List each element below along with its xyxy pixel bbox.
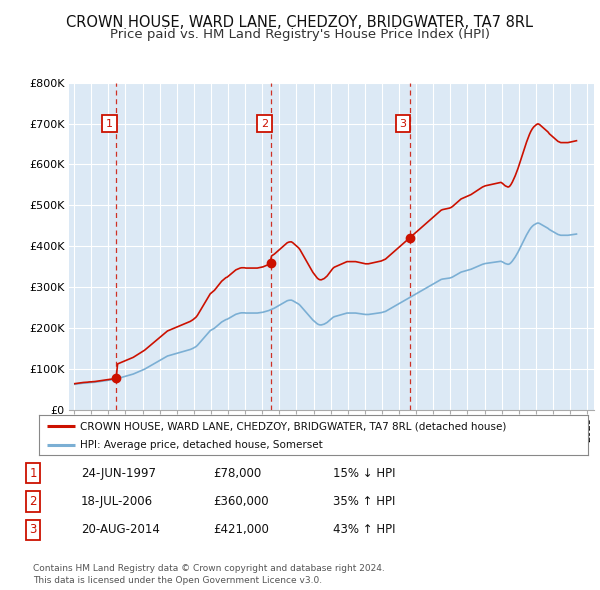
- Text: 15% ↓ HPI: 15% ↓ HPI: [333, 467, 395, 480]
- Text: 3: 3: [29, 523, 37, 536]
- Text: 43% ↑ HPI: 43% ↑ HPI: [333, 523, 395, 536]
- Text: £78,000: £78,000: [213, 467, 261, 480]
- Text: 24-JUN-1997: 24-JUN-1997: [81, 467, 156, 480]
- Text: 1: 1: [106, 119, 113, 129]
- Text: CROWN HOUSE, WARD LANE, CHEDZOY, BRIDGWATER, TA7 8RL: CROWN HOUSE, WARD LANE, CHEDZOY, BRIDGWA…: [67, 15, 533, 30]
- Text: £421,000: £421,000: [213, 523, 269, 536]
- Text: 2: 2: [261, 119, 268, 129]
- Text: 35% ↑ HPI: 35% ↑ HPI: [333, 495, 395, 508]
- Text: 3: 3: [400, 119, 406, 129]
- Text: 18-JUL-2006: 18-JUL-2006: [81, 495, 153, 508]
- Text: £360,000: £360,000: [213, 495, 269, 508]
- Text: 2: 2: [29, 495, 37, 508]
- Text: 1: 1: [29, 467, 37, 480]
- Text: Price paid vs. HM Land Registry's House Price Index (HPI): Price paid vs. HM Land Registry's House …: [110, 28, 490, 41]
- Text: HPI: Average price, detached house, Somerset: HPI: Average price, detached house, Some…: [80, 440, 323, 450]
- Text: Contains HM Land Registry data © Crown copyright and database right 2024.
This d: Contains HM Land Registry data © Crown c…: [33, 564, 385, 585]
- Text: CROWN HOUSE, WARD LANE, CHEDZOY, BRIDGWATER, TA7 8RL (detached house): CROWN HOUSE, WARD LANE, CHEDZOY, BRIDGWA…: [80, 421, 506, 431]
- Text: 20-AUG-2014: 20-AUG-2014: [81, 523, 160, 536]
